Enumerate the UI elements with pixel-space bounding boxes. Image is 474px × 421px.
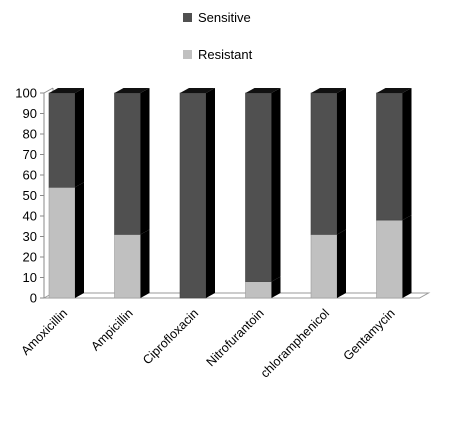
bar-front bbox=[48, 187, 76, 299]
y-tick-label: 40 bbox=[23, 209, 37, 224]
x-category-label: chloramphenicol bbox=[258, 306, 332, 380]
bar-segment-sensitive bbox=[48, 88, 84, 188]
bar-side bbox=[337, 229, 346, 298]
y-tick-label: 70 bbox=[23, 147, 37, 162]
y-tick-label: 80 bbox=[23, 127, 37, 142]
bar-side bbox=[271, 88, 281, 282]
legend-swatch bbox=[183, 13, 192, 22]
bar-segment-resistant bbox=[114, 229, 150, 299]
y-tick-label: 50 bbox=[23, 188, 37, 203]
bar-top bbox=[114, 88, 150, 93]
legend-swatch bbox=[183, 50, 192, 59]
y-tick-label: 0 bbox=[30, 291, 37, 306]
y-tick-label: 30 bbox=[23, 229, 37, 244]
legend-label: Resistant bbox=[198, 47, 253, 62]
x-category-label: Nitrofurantoin bbox=[204, 306, 267, 369]
x-category-label: Amoxicillin bbox=[18, 306, 70, 358]
bars bbox=[48, 88, 412, 299]
bar-segment-resistant bbox=[310, 229, 346, 299]
bar-top bbox=[180, 88, 215, 93]
bar-segment-sensitive bbox=[114, 88, 150, 235]
bar-side bbox=[402, 215, 412, 298]
bar-front bbox=[310, 92, 338, 235]
bar-side bbox=[337, 88, 346, 235]
y-axis-top-edge bbox=[43, 87, 54, 94]
x-category-label: Gentamycin bbox=[341, 306, 398, 363]
y-tick-label: 20 bbox=[23, 250, 37, 265]
bar-front bbox=[376, 219, 403, 299]
bar-side bbox=[402, 88, 412, 221]
bar-side bbox=[140, 229, 150, 298]
bar-top bbox=[245, 88, 281, 93]
bar-front bbox=[245, 92, 272, 282]
bar-segment-resistant bbox=[376, 215, 412, 299]
legend-label: Sensitive bbox=[198, 10, 251, 25]
y-tick-label: 90 bbox=[23, 106, 37, 121]
y-axis: 0 10 20 30 40 50 60 70 80 90 100 bbox=[15, 86, 54, 306]
bar-front bbox=[179, 92, 207, 299]
bar-segment-resistant bbox=[48, 182, 84, 299]
bar-top bbox=[311, 88, 346, 93]
bar-segment-sensitive bbox=[179, 88, 215, 299]
bar-side bbox=[75, 182, 84, 298]
bar-top bbox=[376, 88, 412, 93]
bar-segment-sensitive bbox=[376, 88, 412, 221]
bar-side bbox=[75, 88, 84, 188]
bar-front bbox=[245, 281, 272, 299]
bar-front bbox=[48, 92, 76, 188]
bar-side bbox=[271, 276, 281, 298]
y-tick-label: 10 bbox=[23, 270, 37, 285]
bar-front bbox=[310, 234, 338, 299]
legend-box bbox=[176, 2, 274, 68]
bar-segment-resistant bbox=[245, 276, 281, 299]
legend: Sensitive Resistant bbox=[176, 2, 274, 68]
bar-segment-sensitive bbox=[245, 88, 281, 282]
x-category-label: Ampicillin bbox=[88, 306, 135, 353]
bar-front bbox=[376, 92, 403, 221]
x-category-label: Ciprofloxacin bbox=[140, 306, 201, 367]
bar-side bbox=[206, 88, 215, 298]
x-axis: Amoxicillin Ampicillin Ciprofloxacin Nitrof… bbox=[18, 306, 397, 380]
chart-floor bbox=[42, 292, 431, 299]
bar-top bbox=[49, 88, 84, 93]
bar-side bbox=[140, 88, 150, 235]
bar-segment-sensitive bbox=[310, 88, 346, 235]
y-tick-label: 100 bbox=[15, 86, 37, 101]
chart-walls bbox=[42, 88, 431, 299]
bar-front bbox=[114, 234, 141, 299]
bar-front bbox=[114, 92, 141, 235]
y-tick-label: 60 bbox=[23, 168, 37, 183]
